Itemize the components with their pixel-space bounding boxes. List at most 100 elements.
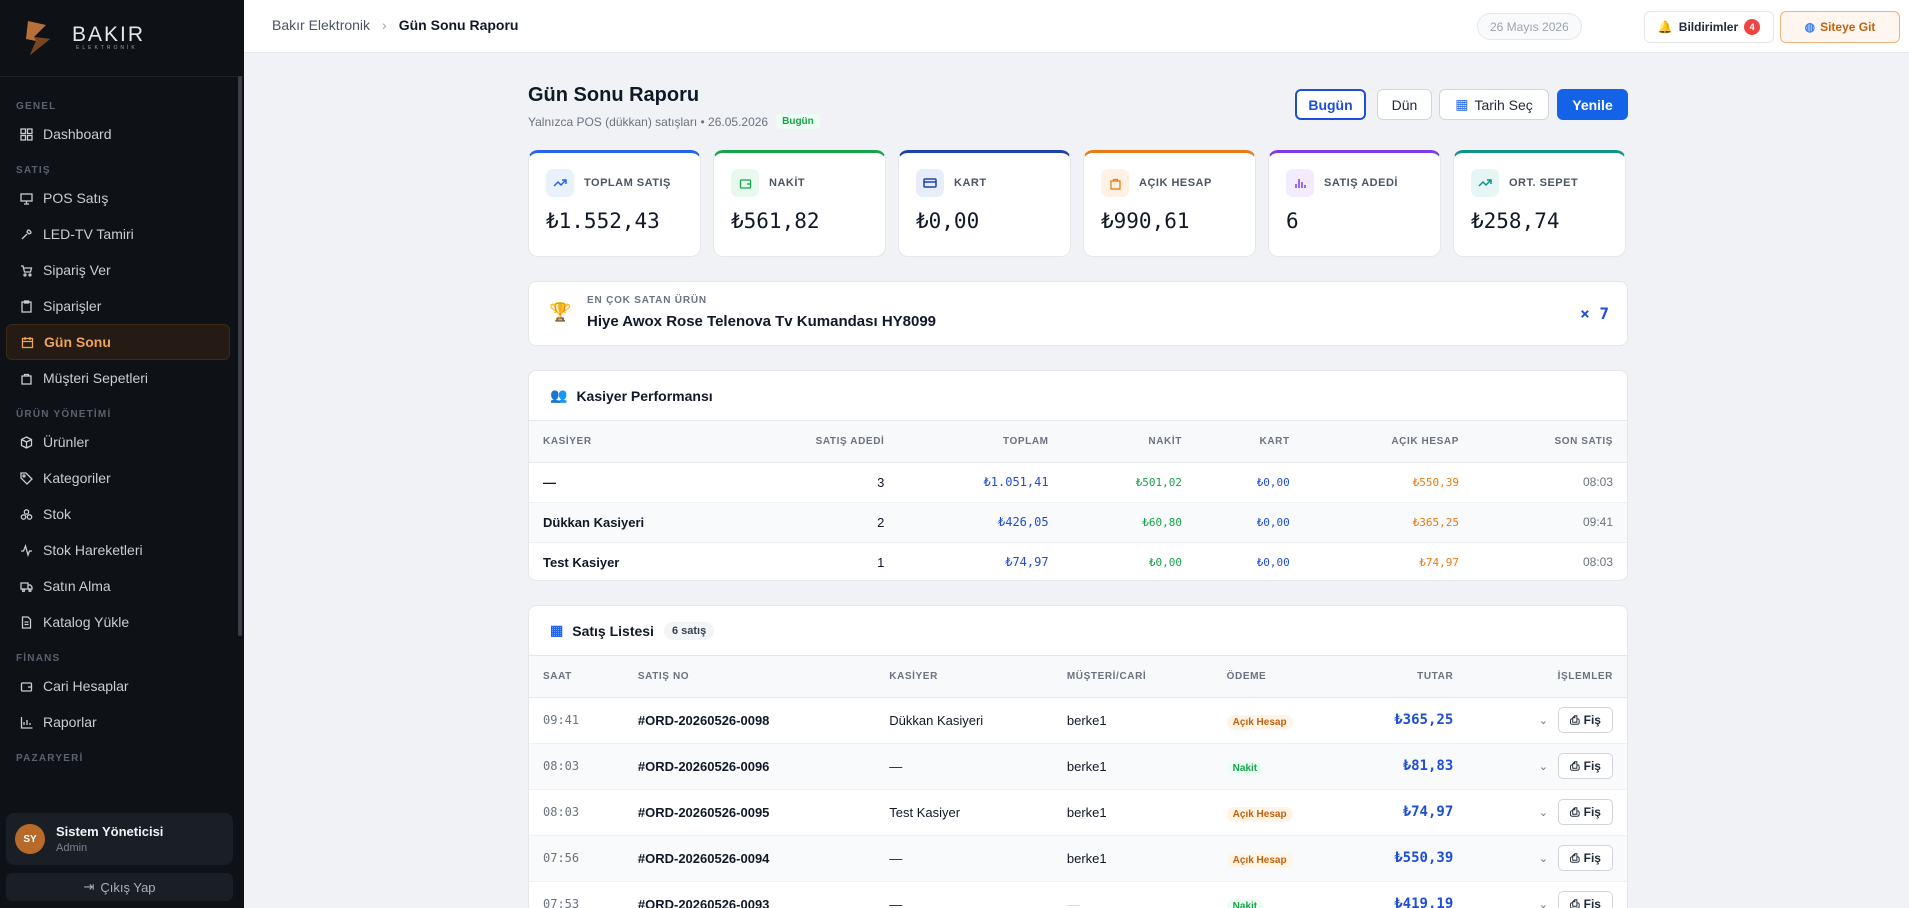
sale-number[interactable]: #ORD-20260526-0098	[623, 697, 876, 744]
visit-site-button[interactable]: ◍ Siteye Git	[1780, 11, 1900, 43]
stat-card: KART ₺0,00	[898, 150, 1071, 257]
breadcrumb-root[interactable]: Bakır Elektronik	[272, 17, 371, 33]
cashier-last: 08:03	[1473, 462, 1627, 503]
chevron-down-icon[interactable]: ⌄	[1538, 852, 1548, 865]
monitor-icon	[19, 191, 33, 205]
table-row[interactable]: —3 ₺1.051,41 ₺501,02 ₺0,00 ₺550,39 08:03	[529, 462, 1627, 503]
sidebar-item-raporlar[interactable]: Raporlar	[6, 704, 230, 740]
table-row[interactable]: 09:41 #ORD-20260526-0098 Dükkan Kasiyeri be…	[529, 697, 1627, 744]
sidebar-item-katalog-y-kle[interactable]: Katalog Yükle	[6, 604, 230, 640]
sale-amount: ₺74,97	[1352, 789, 1468, 836]
sidebar-item-label: Ürünler	[43, 434, 89, 450]
brand-logo[interactable]: BAKIR ELEKTRONİK	[0, 0, 244, 77]
sidebar-item-label: Dashboard	[43, 126, 112, 142]
logout-label: Çıkış Yap	[100, 879, 156, 895]
logout-button[interactable]: ⇥ Çıkış Yap	[6, 873, 233, 901]
chevron-down-icon[interactable]: ⌄	[1538, 714, 1548, 727]
stat-value: ₺1.552,43	[546, 209, 660, 233]
sidebar-item-sipari-ler[interactable]: Siparişler	[6, 288, 230, 324]
cashier-table: KASİYER SATIŞ ADEDİ TOPLAM NAKİT KART AÇIK HE…	[529, 421, 1627, 580]
grid-icon	[19, 127, 33, 141]
cashier-count: 2	[765, 502, 899, 543]
column-header: TUTAR	[1352, 656, 1468, 698]
sale-amount: ₺550,39	[1352, 835, 1468, 882]
column-header: TOPLAM	[898, 421, 1063, 463]
sidebar-item-sat-n-alma[interactable]: Satın Alma	[6, 568, 230, 604]
sale-payment-cell: Nakit	[1212, 881, 1353, 908]
receipt-button[interactable]: ⎙ Fiş	[1558, 753, 1613, 779]
column-header: MÜŞTERİ/CARİ	[1052, 656, 1213, 698]
sale-cashier: Dükkan Kasiyeri	[875, 697, 1053, 744]
table-row[interactable]: Test Kasiyer 1 ₺74,97 ₺0,00 ₺0,00 ₺74,97 08:03	[529, 542, 1627, 580]
sidebar-item-dashboard[interactable]: Dashboard	[6, 116, 230, 152]
receipt-label: Fiş	[1583, 851, 1601, 865]
cashier-open: ₺74,97	[1303, 542, 1474, 580]
cashier-open: ₺365,25	[1303, 502, 1474, 543]
sidebar-item-led-tv-tamiri[interactable]: LED-TV Tamiri	[6, 216, 230, 252]
sidebar-item-label: Siparişler	[43, 298, 102, 314]
sidebar-item-kategoriler[interactable]: Kategoriler	[6, 460, 230, 496]
sidebar-item-g-n-sonu[interactable]: Gün Sonu	[6, 324, 230, 360]
cashier-card: ₺0,00	[1195, 542, 1304, 580]
payment-badge: Açık Hesap	[1226, 714, 1293, 730]
table-row[interactable]: 07:56 #ORD-20260526-0094— berke1 Açık Hesap…	[529, 835, 1627, 882]
chevron-down-icon[interactable]: ⌄	[1538, 760, 1548, 773]
sale-number[interactable]: #ORD-20260526-0094	[623, 835, 876, 882]
logout-icon: ⇥	[83, 879, 95, 894]
table-row[interactable]: 08:03 #ORD-20260526-0096— berke1 Nakit ₺81,8…	[529, 743, 1627, 790]
cashier-cash: ₺501,02	[1062, 462, 1196, 503]
notifications-button[interactable]: 🔔 Bildirimler 4	[1644, 11, 1774, 43]
receipt-label: Fiş	[1583, 713, 1601, 727]
sidebar-item-stok-hareketleri[interactable]: Stok Hareketleri	[6, 532, 230, 568]
column-header: ÖDEME	[1212, 656, 1353, 698]
receipt-button[interactable]: ⎙ Fiş	[1558, 845, 1613, 871]
yesterday-button[interactable]: Dün	[1377, 89, 1432, 120]
refresh-button[interactable]: Yenile	[1557, 89, 1628, 120]
layers-icon	[19, 507, 33, 521]
stat-value: ₺0,00	[916, 209, 980, 233]
sidebar-item-stok[interactable]: Stok	[6, 496, 230, 532]
sale-number[interactable]: #ORD-20260526-0093	[623, 881, 876, 908]
sale-number[interactable]: #ORD-20260526-0095	[623, 789, 876, 836]
sidebar-item-label: Stok Hareketleri	[43, 542, 143, 558]
sidebar-item-label: POS Satış	[43, 190, 109, 206]
sidebar-item-pos-sat-[interactable]: POS Satış	[6, 180, 230, 216]
stat-card: TOPLAM SATIŞ ₺1.552,43	[528, 150, 701, 257]
sale-payment-cell: Açık Hesap	[1212, 697, 1353, 744]
cashier-last: 09:41	[1473, 502, 1627, 543]
sidebar-scrollbar[interactable]	[238, 76, 242, 636]
receipt-button[interactable]: ⎙ Fiş	[1558, 707, 1613, 733]
chevron-down-icon[interactable]: ⌄	[1538, 898, 1548, 908]
cashier-card: ₺0,00	[1195, 462, 1304, 503]
stat-label: KART	[954, 177, 987, 189]
stat-card: AÇIK HESAP ₺990,61	[1083, 150, 1256, 257]
user-card[interactable]: SY Sistem Yöneticisi Admin	[6, 813, 233, 865]
date-pill: 26 Mayıs 2026	[1477, 13, 1582, 40]
trophy-icon: 🏆	[549, 302, 572, 322]
receipt-button[interactable]: ⎙ Fiş	[1558, 891, 1613, 908]
chevron-right-icon: ›	[382, 17, 387, 33]
wallet-icon	[19, 679, 33, 693]
wallet-icon	[731, 169, 759, 197]
sidebar-item-cari-hesaplar[interactable]: Cari Hesaplar	[6, 668, 230, 704]
table-row[interactable]: Dükkan Kasiyeri 2 ₺426,05 ₺60,80 ₺0,00 ₺365,2…	[529, 502, 1627, 543]
date-picker-button[interactable]: ▦ Tarih Seç	[1439, 89, 1549, 120]
notifications-label: Bildirimler	[1678, 20, 1739, 34]
sidebar-item-sipari-ver[interactable]: Sipariş Ver	[6, 252, 230, 288]
table-row[interactable]: 07:53 #ORD-20260526-0093— — Nakit ₺419,19 ⌄ ⎙ F…	[529, 881, 1627, 908]
printer-icon: ⎙	[1570, 712, 1580, 727]
sidebar: BAKIR ELEKTRONİK GENEL Dashboard SATIŞ POS …	[0, 0, 244, 908]
stat-value: ₺561,82	[731, 209, 820, 233]
chevron-down-icon[interactable]: ⌄	[1538, 806, 1548, 819]
receipt-button[interactable]: ⎙ Fiş	[1558, 799, 1613, 825]
sidebar-item--r-nler[interactable]: Ürünler	[6, 424, 230, 460]
table-row[interactable]: 08:03 #ORD-20260526-0095 Test Kasiyer berke…	[529, 789, 1627, 836]
sales-card-title: Satış Listesi	[572, 622, 654, 639]
sidebar-item-m-teri-sepetleri[interactable]: Müşteri Sepetleri	[6, 360, 230, 396]
cashier-card: ₺0,00	[1195, 502, 1304, 543]
column-header: SON SATIŞ	[1473, 421, 1627, 463]
column-header: KASİYER	[529, 421, 766, 463]
today-button[interactable]: Bugün	[1295, 89, 1366, 120]
column-header: KART	[1195, 421, 1304, 463]
sale-number[interactable]: #ORD-20260526-0096	[623, 743, 876, 790]
